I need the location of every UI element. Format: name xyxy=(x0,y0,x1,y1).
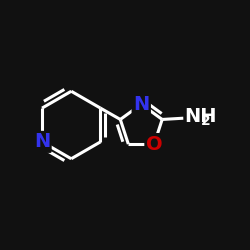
Text: 2: 2 xyxy=(200,114,210,128)
Text: O: O xyxy=(146,134,162,154)
Text: N: N xyxy=(133,95,150,114)
Text: N: N xyxy=(34,132,50,151)
Text: NH: NH xyxy=(185,108,217,126)
